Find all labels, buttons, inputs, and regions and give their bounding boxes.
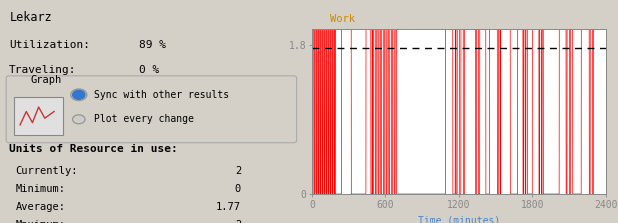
Text: Currently:: Currently: (15, 166, 78, 176)
Text: Sync with other results: Sync with other results (95, 90, 229, 100)
Text: 1.77: 1.77 (216, 202, 241, 212)
FancyBboxPatch shape (14, 97, 64, 135)
Text: 2: 2 (235, 220, 241, 223)
Text: 0 %: 0 % (139, 65, 159, 75)
Text: Graph: Graph (31, 75, 62, 85)
Text: Work: Work (330, 14, 355, 24)
Text: 2: 2 (235, 166, 241, 176)
Text: Units of Resource in use:: Units of Resource in use: (9, 144, 178, 154)
X-axis label: Time (minutes): Time (minutes) (418, 215, 500, 223)
Text: Utilization:: Utilization: (9, 40, 90, 50)
Circle shape (75, 117, 82, 122)
Text: Minimum:: Minimum: (15, 184, 66, 194)
Text: Lekarz: Lekarz (9, 11, 52, 24)
Text: Traveling:: Traveling: (9, 65, 77, 75)
Text: Average:: Average: (15, 202, 66, 212)
FancyBboxPatch shape (6, 76, 297, 143)
Text: 0: 0 (235, 184, 241, 194)
Circle shape (73, 90, 85, 99)
Text: 89 %: 89 % (139, 40, 166, 50)
Text: Plot every change: Plot every change (95, 114, 194, 124)
Text: Maximum:: Maximum: (15, 220, 66, 223)
